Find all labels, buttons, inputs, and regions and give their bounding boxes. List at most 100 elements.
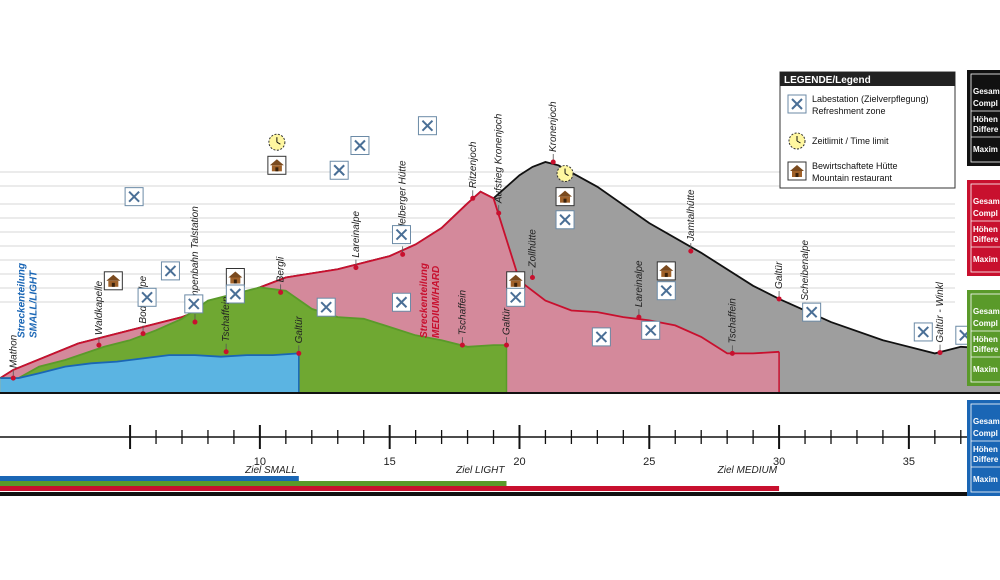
location-label: Aufstieg Kronenjoch <box>494 113 505 204</box>
split-labels: Streckenteilung SMALL/LIGHT Streckenteilun… <box>16 263 441 338</box>
location-dot <box>776 296 782 302</box>
axis-tick-label: 25 <box>643 456 655 468</box>
side-box-text: Gesam <box>973 417 1000 426</box>
refreshment-icon <box>787 94 807 114</box>
side-box-text: Maxim <box>973 145 998 154</box>
hut-icon <box>103 271 123 291</box>
side-box-text: Compl <box>973 429 998 438</box>
legend-item-line1: Bewirtschaftete Hütte <box>812 161 898 171</box>
location-label: Jamtalhütte <box>686 189 697 242</box>
refreshment-icon <box>124 187 144 207</box>
location-label: Lareinalpe <box>351 210 362 257</box>
refreshment-icon <box>225 284 245 304</box>
location-label: Gampenbahn Talstation <box>190 206 201 312</box>
hut-icon <box>656 261 676 281</box>
axis-tick-label: 35 <box>903 456 915 468</box>
location-dot <box>278 289 284 295</box>
location-dot <box>192 319 198 325</box>
location-dot <box>296 350 302 356</box>
refreshment-icon <box>184 294 204 314</box>
distance-axis: 10152025303540 <box>0 425 1000 468</box>
location-label: Waldkapelle <box>94 280 105 335</box>
refreshment-icon <box>137 287 157 307</box>
side-box <box>967 290 1000 386</box>
legend-item-line2: Refreshment zone <box>812 106 886 116</box>
hut-icon <box>225 268 245 287</box>
refreshment-icon <box>316 297 336 317</box>
area-small <box>0 353 299 393</box>
side-box-text: Maxim <box>973 365 998 374</box>
hut-icon <box>555 187 575 207</box>
clock-icon <box>268 133 286 151</box>
axis-tick-label: 15 <box>384 456 396 468</box>
side-box-text: Differe <box>973 235 999 244</box>
location-dot <box>470 195 476 201</box>
side-box <box>967 70 1000 166</box>
axis-tick-label: 30 <box>773 456 785 468</box>
course-bar-light <box>0 481 507 486</box>
location-label: Galtür <box>774 261 785 289</box>
location-label: Zollhütte <box>527 229 538 269</box>
location-dot <box>223 349 229 355</box>
side-box-text: Maxim <box>973 475 998 484</box>
axis-tick-label: 10 <box>254 456 266 468</box>
location-label: Scheibenalpe <box>800 239 811 300</box>
side-box-text: Höhen <box>973 335 998 344</box>
location-dot <box>140 331 146 337</box>
course-bar-medium <box>0 486 780 491</box>
side-info-boxes: GesamComplHöhenDiffereMaximGesamComplHöh… <box>967 70 1000 496</box>
legend-title-bar <box>780 72 955 86</box>
location-dot <box>496 210 502 216</box>
clock-icon <box>556 165 574 183</box>
course-bar-hard <box>0 492 1000 496</box>
refreshment-icon <box>329 160 349 180</box>
location-dot <box>636 314 642 320</box>
location-dot <box>400 251 406 257</box>
location-label: Tschaffein <box>727 298 738 344</box>
split-label: Streckenteilung MEDIUM/HARD <box>419 263 442 338</box>
side-box-text: Differe <box>973 345 999 354</box>
refreshment-icon <box>417 116 437 136</box>
side-box-text: Compl <box>973 99 998 108</box>
finish-label: Ziel MEDIUM <box>717 465 778 476</box>
location-dot <box>10 375 16 381</box>
location-label: Galtür - Winkl <box>935 281 946 342</box>
refreshment-icon <box>391 292 411 312</box>
location-dot <box>550 159 556 165</box>
side-box-text: Gesam <box>973 87 1000 96</box>
location-label: Bergli <box>276 256 287 282</box>
refreshment-icon <box>641 320 661 340</box>
location-dot <box>937 350 943 356</box>
legend: LEGENDE/Legend Labestation (Zielverpflegu… <box>779 71 956 189</box>
hut-icon <box>267 155 287 175</box>
refreshment-icon <box>591 327 611 347</box>
side-box <box>967 400 1000 496</box>
course-bars <box>0 476 1000 496</box>
side-box-frame <box>970 183 1000 273</box>
side-box-text: Compl <box>973 209 998 218</box>
clock-icon <box>788 132 806 150</box>
location-label: Ritzenjoch <box>468 141 479 188</box>
side-box-text: Compl <box>973 319 998 328</box>
legend-item-line1: Labestation (Zielverpflegung) <box>812 94 929 104</box>
hut-icon <box>506 271 526 291</box>
refreshment-icon <box>160 261 180 281</box>
finish-label: Ziel SMALL <box>244 465 297 476</box>
location-dot <box>504 342 509 348</box>
refreshment-icon <box>802 302 822 322</box>
location-label: Galtür <box>294 315 305 343</box>
location-dot <box>459 342 465 348</box>
side-box-text: Höhen <box>973 115 998 124</box>
location-label: Heidelberger Hütte <box>398 160 409 244</box>
location-dot <box>529 275 535 280</box>
side-box-text: Maxim <box>973 255 998 264</box>
line-medium <box>0 190 780 379</box>
location-markers: MathonWaldkapelleBodenalpeGampenbahn Tal… <box>8 101 946 381</box>
line-light <box>0 286 507 379</box>
refreshment-icon <box>913 322 933 342</box>
legend-item-line2: Mountain restaurant <box>812 173 893 183</box>
side-box-text: Höhen <box>973 445 998 454</box>
side-box-text: Gesam <box>973 197 1000 206</box>
refreshment-icon <box>350 136 370 155</box>
